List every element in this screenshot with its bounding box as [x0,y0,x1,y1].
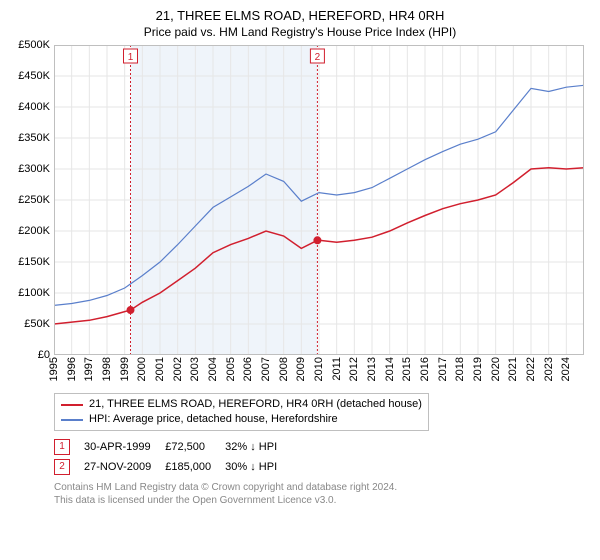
y-axis-tick: £50K [24,318,50,330]
y-axis-tick: £250K [18,194,50,206]
y-axis-tick: £350K [18,132,50,144]
footer-attribution: Contains HM Land Registry data © Crown c… [54,481,590,507]
x-axis-tick: 2006 [242,357,254,381]
svg-text:2: 2 [315,52,321,63]
x-axis-tick: 2000 [136,357,148,381]
annotation-price: £72,500 [165,437,225,457]
annotation-table: 1 30-APR-1999£72,50032% ↓ HPI 2 27-NOV-2009… [54,437,291,477]
x-axis-tick: 2002 [172,357,184,381]
chart-subtitle: Price paid vs. HM Land Registry's House … [10,25,590,39]
x-axis-tick: 2023 [543,357,555,381]
x-axis-tick: 2005 [225,357,237,381]
x-axis-tick: 2008 [278,357,290,381]
x-axis-tick: 2003 [189,357,201,381]
legend-item: 21, THREE ELMS ROAD, HEREFORD, HR4 0RH (… [61,397,422,412]
y-axis-tick: £450K [18,70,50,82]
y-axis-tick: £300K [18,163,50,175]
legend-item: HPI: Average price, detached house, Here… [61,412,422,427]
x-axis-tick: 2004 [207,357,219,381]
x-axis-tick: 2019 [472,357,484,381]
annotation-row: 1 30-APR-1999£72,50032% ↓ HPI [54,437,291,457]
legend-swatch [61,419,83,421]
legend-label: 21, THREE ELMS ROAD, HEREFORD, HR4 0RH (… [89,397,422,412]
x-axis-tick: 2001 [154,357,166,381]
footer-line-2: This data is licensed under the Open Gov… [54,494,590,507]
x-axis-tick: 1997 [83,357,95,381]
annotation-delta: 30% ↓ HPI [225,457,291,477]
x-axis-tick: 2014 [384,357,396,381]
chart-title: 21, THREE ELMS ROAD, HEREFORD, HR4 0RH [10,8,590,23]
annotation-date: 27-NOV-2009 [84,457,165,477]
svg-text:1: 1 [128,52,134,63]
x-axis-tick: 1998 [101,357,113,381]
x-axis-tick: 2024 [560,357,572,381]
legend-swatch [61,404,83,406]
y-axis-tick: £400K [18,101,50,113]
x-axis-tick: 2016 [419,357,431,381]
x-axis-tick: 2017 [437,357,449,381]
y-axis-tick: £500K [18,39,50,51]
annotation-delta: 32% ↓ HPI [225,437,291,457]
legend-label: HPI: Average price, detached house, Here… [89,412,338,427]
x-axis-tick: 2018 [454,357,466,381]
annotation-date: 30-APR-1999 [84,437,165,457]
y-axis-tick: £200K [18,225,50,237]
x-axis-tick: 2022 [525,357,537,381]
annotation-row: 2 27-NOV-2009£185,00030% ↓ HPI [54,457,291,477]
x-axis-tick: 2012 [348,357,360,381]
x-axis-tick: 2015 [401,357,413,381]
annotation-marker: 2 [54,459,70,475]
x-axis-tick: 1999 [119,357,131,381]
annotation-marker: 1 [54,439,70,455]
x-axis-tick: 2007 [260,357,272,381]
y-axis-tick: £150K [18,256,50,268]
annotation-price: £185,000 [165,457,225,477]
line-chart: 12 [54,45,584,355]
x-axis-tick: 2013 [366,357,378,381]
legend: 21, THREE ELMS ROAD, HEREFORD, HR4 0RH (… [54,393,429,431]
footer-line-1: Contains HM Land Registry data © Crown c… [54,481,590,494]
y-axis-tick: £100K [18,287,50,299]
x-axis-tick: 1996 [66,357,78,381]
chart-area: 12 £0£50K£100K£150K£200K£250K£300K£350K£… [54,45,584,355]
x-axis-tick: 2021 [507,357,519,381]
x-axis-tick: 2009 [295,357,307,381]
x-axis-tick: 2020 [490,357,502,381]
x-axis-tick: 1995 [48,357,60,381]
x-axis-tick: 2010 [313,357,325,381]
x-axis-tick: 2011 [331,357,343,381]
